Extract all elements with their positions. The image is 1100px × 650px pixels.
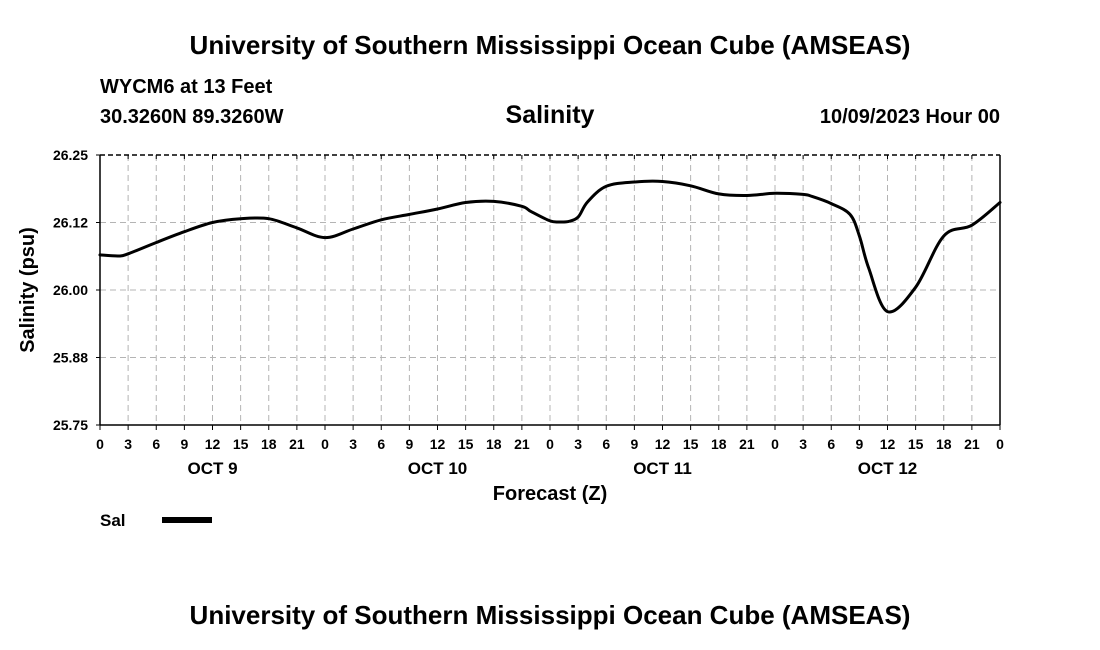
x-tick-label: 9 bbox=[855, 436, 863, 452]
x-tick-label: 15 bbox=[233, 436, 249, 452]
x-tick-label: 6 bbox=[827, 436, 835, 452]
x-tick-label: 0 bbox=[96, 436, 104, 452]
x-tick-label: 9 bbox=[405, 436, 413, 452]
y-tick-label: 26.00 bbox=[53, 282, 88, 298]
series-line-sal bbox=[98, 179, 1002, 314]
x-tick-label: 15 bbox=[683, 436, 699, 452]
y-tick-label: 26.12 bbox=[53, 215, 88, 231]
station-coordinates: 30.3260N 89.3260W bbox=[100, 106, 284, 128]
x-tick-label: 21 bbox=[964, 436, 980, 452]
x-tick-label: 12 bbox=[880, 436, 896, 452]
x-tick-label: 15 bbox=[908, 436, 924, 452]
x-tick-label: 3 bbox=[349, 436, 357, 452]
x-tick-label: 15 bbox=[458, 436, 474, 452]
forecast-datetime: 10/09/2023 Hour 00 bbox=[819, 106, 1000, 128]
day-label: OCT 10 bbox=[408, 459, 468, 478]
x-tick-label: 0 bbox=[321, 436, 329, 452]
y-tick-label: 25.88 bbox=[53, 350, 88, 366]
x-tick-label: 0 bbox=[996, 436, 1004, 452]
plot-title: Salinity bbox=[505, 101, 595, 129]
chart-title-top: University of Southern Mississippi Ocean… bbox=[189, 30, 911, 60]
chart-title-bottom: University of Southern Mississippi Ocean… bbox=[189, 600, 911, 630]
legend-label-sal: Sal bbox=[100, 511, 126, 530]
y-axis: 25.75 25.88 26.00 26.12 26.25 bbox=[53, 147, 100, 433]
y-axis-title: Salinity (psu) bbox=[17, 227, 39, 353]
x-axis: 0 3 6 9 12 15 18 21 0 3 6 9 12 15 18 21 0 3 6 9 12 15 18 21 0 3 6 9… bbox=[96, 155, 1004, 452]
x-tick-label: 3 bbox=[124, 436, 132, 452]
x-tick-label: 21 bbox=[289, 436, 305, 452]
x-tick-label: 18 bbox=[711, 436, 727, 452]
x-tick-label: 9 bbox=[180, 436, 188, 452]
x-tick-label: 18 bbox=[936, 436, 952, 452]
x-tick-label: 21 bbox=[514, 436, 530, 452]
x-axis-title: Forecast (Z) bbox=[493, 483, 607, 505]
x-tick-label: 9 bbox=[630, 436, 638, 452]
day-label: OCT 11 bbox=[633, 459, 692, 478]
day-label: OCT 12 bbox=[858, 459, 918, 478]
x-tick-label: 6 bbox=[152, 436, 160, 452]
x-tick-label: 21 bbox=[739, 436, 755, 452]
x-tick-label: 18 bbox=[486, 436, 502, 452]
day-label: OCT 9 bbox=[187, 459, 237, 478]
x-tick-label: 12 bbox=[205, 436, 221, 452]
day-labels: OCT 9 OCT 10 OCT 11 OCT 12 bbox=[187, 459, 917, 478]
y-tick-label: 26.25 bbox=[53, 147, 88, 163]
station-label: WYCM6 at 13 Feet bbox=[100, 76, 273, 98]
legend: Sal bbox=[100, 511, 212, 530]
x-tick-label: 12 bbox=[430, 436, 446, 452]
x-tick-label: 3 bbox=[574, 436, 582, 452]
x-tick-label: 0 bbox=[546, 436, 554, 452]
x-tick-label: 12 bbox=[655, 436, 671, 452]
x-tick-label: 6 bbox=[602, 436, 610, 452]
x-tick-label: 18 bbox=[261, 436, 277, 452]
x-tick-label: 6 bbox=[377, 436, 385, 452]
y-tick-label: 25.75 bbox=[53, 417, 88, 433]
x-tick-label: 0 bbox=[771, 436, 779, 452]
chart-grid bbox=[100, 155, 1000, 425]
x-tick-label: 3 bbox=[799, 436, 807, 452]
